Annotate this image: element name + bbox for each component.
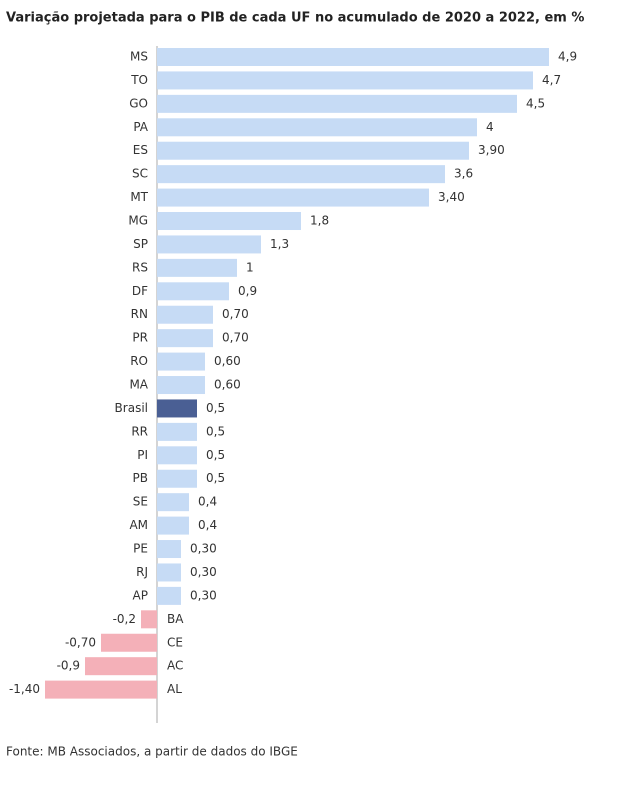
value-label: 0,30 bbox=[190, 565, 217, 579]
category-label: RJ bbox=[136, 565, 148, 579]
bar bbox=[157, 329, 213, 348]
value-label: 4 bbox=[486, 120, 494, 134]
bar bbox=[45, 680, 157, 699]
category-label: MG bbox=[128, 214, 148, 228]
bar bbox=[157, 540, 181, 559]
bar bbox=[157, 422, 197, 441]
bar bbox=[157, 352, 205, 371]
chart-title: Variação projetada para o PIB de cada UF… bbox=[6, 11, 584, 26]
bar bbox=[101, 633, 157, 652]
value-label: 0,60 bbox=[214, 354, 241, 368]
category-label: RO bbox=[130, 354, 148, 368]
value-label: -0,9 bbox=[57, 659, 80, 673]
bar bbox=[157, 469, 197, 488]
category-label: MT bbox=[130, 190, 148, 204]
value-label: 1,8 bbox=[310, 214, 329, 228]
value-label: -0,70 bbox=[65, 635, 96, 649]
bar bbox=[157, 141, 469, 160]
category-label: GO bbox=[129, 96, 148, 110]
bar bbox=[157, 493, 189, 512]
category-label: MA bbox=[129, 378, 148, 392]
category-label: PB bbox=[133, 471, 148, 485]
category-label: BA bbox=[167, 612, 184, 626]
bar bbox=[157, 235, 261, 254]
bar bbox=[157, 563, 181, 582]
value-label: 0,70 bbox=[222, 331, 249, 345]
value-label: 0,4 bbox=[198, 518, 217, 532]
bar bbox=[157, 71, 533, 90]
bar bbox=[157, 305, 213, 324]
value-label: 0,60 bbox=[214, 378, 241, 392]
bar bbox=[157, 516, 189, 535]
bar bbox=[157, 258, 237, 277]
source: Fonte: MB Associados, a partir de dados … bbox=[6, 745, 298, 759]
bar bbox=[157, 94, 517, 113]
value-label: 1 bbox=[246, 260, 254, 274]
value-label: -1,40 bbox=[9, 682, 40, 696]
value-label: 0,30 bbox=[190, 588, 217, 602]
category-label: PR bbox=[132, 331, 148, 345]
category-label: AC bbox=[167, 659, 183, 673]
category-label: MS bbox=[130, 50, 148, 64]
bar bbox=[157, 376, 205, 395]
value-label: 4,7 bbox=[542, 73, 561, 87]
value-label: 0,70 bbox=[222, 307, 249, 321]
bar bbox=[157, 446, 197, 465]
bar bbox=[157, 399, 197, 418]
category-label: CE bbox=[167, 635, 183, 649]
value-label: -0,2 bbox=[113, 612, 136, 626]
category-label: AL bbox=[167, 682, 182, 696]
value-label: 0,5 bbox=[206, 448, 225, 462]
category-label: DF bbox=[132, 284, 148, 298]
value-label: 0,5 bbox=[206, 401, 225, 415]
bar bbox=[157, 188, 429, 207]
value-label: 3,6 bbox=[454, 167, 473, 181]
value-label: 3,90 bbox=[478, 143, 505, 157]
value-label: 1,3 bbox=[270, 237, 289, 251]
category-label: SP bbox=[133, 237, 148, 251]
bar bbox=[85, 657, 157, 676]
category-label: AP bbox=[133, 588, 148, 602]
value-label: 0,30 bbox=[190, 542, 217, 556]
category-label: PE bbox=[133, 542, 148, 556]
category-label: RR bbox=[131, 424, 148, 438]
category-label: PI bbox=[137, 448, 148, 462]
value-label: 0,5 bbox=[206, 424, 225, 438]
bar bbox=[157, 212, 301, 231]
category-label: RN bbox=[131, 307, 148, 321]
category-label: RS bbox=[132, 260, 148, 274]
category-label: TO bbox=[130, 73, 148, 87]
value-label: 0,9 bbox=[238, 284, 257, 298]
bar bbox=[157, 118, 477, 137]
bar bbox=[157, 48, 549, 66]
category-label: Brasil bbox=[115, 401, 148, 415]
bar bbox=[157, 165, 445, 184]
category-label: SC bbox=[132, 167, 148, 181]
value-label: 0,4 bbox=[198, 495, 217, 509]
bar bbox=[141, 610, 157, 629]
value-label: 4,5 bbox=[526, 96, 545, 110]
value-label: 3,40 bbox=[438, 190, 465, 204]
value-label: 4,9 bbox=[558, 50, 577, 64]
value-label: 0,5 bbox=[206, 471, 225, 485]
category-label: ES bbox=[133, 143, 148, 157]
bar bbox=[157, 282, 229, 301]
bar bbox=[157, 586, 181, 605]
category-label: PA bbox=[133, 120, 148, 134]
category-label: AM bbox=[129, 518, 148, 532]
category-label: SE bbox=[133, 495, 148, 509]
